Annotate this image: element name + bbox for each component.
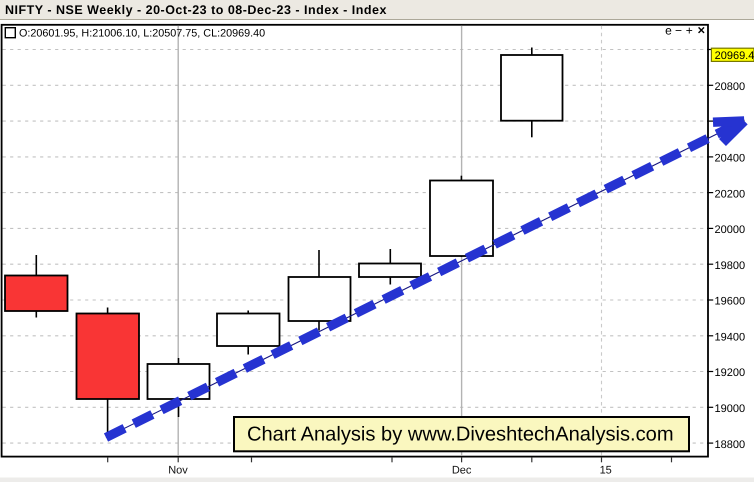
svg-text:19000: 19000 bbox=[715, 403, 746, 415]
svg-text:19200: 19200 bbox=[715, 367, 746, 379]
svg-text:O:20601.95, H:21006.10, L:2050: O:20601.95, H:21006.10, L:20507.75, CL:2… bbox=[19, 28, 265, 40]
svg-text:19600: 19600 bbox=[715, 296, 746, 308]
svg-text:Nov: Nov bbox=[168, 465, 188, 477]
svg-text:+: + bbox=[686, 24, 693, 38]
svg-text:19400: 19400 bbox=[715, 332, 746, 344]
svg-text:e: e bbox=[665, 24, 672, 38]
svg-text:×: × bbox=[698, 23, 706, 38]
svg-text:20400: 20400 bbox=[715, 153, 746, 165]
svg-text:Dec: Dec bbox=[452, 465, 472, 477]
svg-text:19800: 19800 bbox=[715, 260, 746, 272]
svg-text:−: − bbox=[675, 24, 682, 38]
svg-text:20000: 20000 bbox=[715, 224, 746, 236]
svg-text:20200: 20200 bbox=[715, 188, 746, 200]
svg-text:Chart Analysis by www.Diveshte: Chart Analysis by www.DiveshtechAnalysis… bbox=[247, 424, 674, 446]
svg-text:18800: 18800 bbox=[715, 439, 746, 451]
svg-text:20969.4: 20969.4 bbox=[715, 50, 754, 62]
svg-text:15: 15 bbox=[600, 465, 612, 477]
svg-text:20800: 20800 bbox=[715, 81, 746, 93]
